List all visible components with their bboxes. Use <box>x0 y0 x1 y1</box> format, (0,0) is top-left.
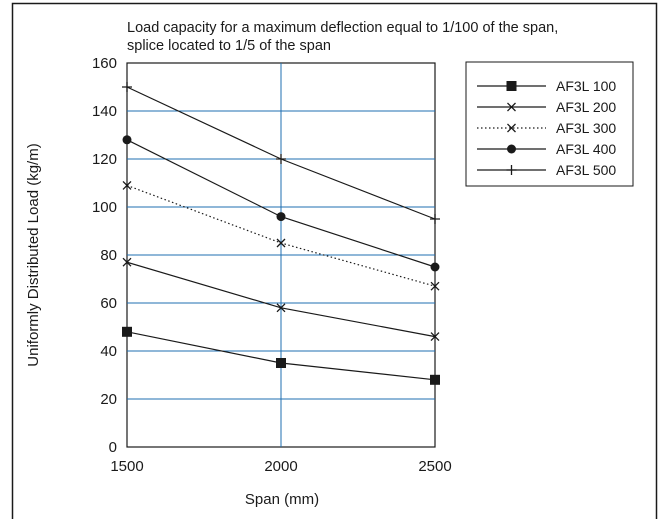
x-marker <box>507 123 516 133</box>
series-af3l-300 <box>122 180 440 291</box>
x-marker <box>276 303 286 313</box>
x-marker <box>507 102 516 112</box>
series-af3l-200 <box>122 257 440 342</box>
legend-label: AF3L 400 <box>556 141 616 157</box>
y-tick-label: 20 <box>100 391 117 408</box>
y-axis-label: Uniformly Distributed Load (kg/m) <box>25 143 42 366</box>
y-tick-label: 160 <box>92 55 117 72</box>
y-tick-label: 140 <box>92 103 117 120</box>
legend-item: AF3L 100 <box>477 78 616 94</box>
chart-title: Load capacity for a maximum deflection e… <box>127 20 558 36</box>
y-tick-label: 120 <box>92 151 117 168</box>
legend-label: AF3L 500 <box>556 162 616 178</box>
x-tick-label: 2000 <box>264 458 297 475</box>
y-tick-label: 80 <box>100 247 117 264</box>
circle-marker <box>430 262 440 272</box>
x-tick-label: 2500 <box>418 458 451 475</box>
series-layer <box>122 82 440 385</box>
x-marker <box>122 257 132 267</box>
x-tick-label: 1500 <box>110 458 143 475</box>
plus-marker <box>276 154 286 164</box>
legend-item: AF3L 300 <box>477 120 616 136</box>
y-axis-ticks: 0 20 40 60 80 100 120 140 160 <box>92 55 117 456</box>
plus-marker <box>506 165 517 175</box>
x-marker <box>276 238 286 248</box>
circle-marker <box>122 135 132 145</box>
square-marker <box>122 326 132 337</box>
series-af3l-400 <box>122 135 440 272</box>
plus-marker <box>430 214 440 224</box>
y-tick-label: 40 <box>100 343 117 360</box>
series-af3l-100 <box>122 326 440 385</box>
x-marker <box>122 180 132 190</box>
plus-marker <box>122 82 132 92</box>
legend: AF3L 100 AF3L 200 AF3L 300 AF3L 400 AF3L 500 <box>465 61 634 187</box>
x-marker <box>430 281 440 291</box>
x-axis-ticks: 1500 2000 2500 <box>110 458 451 475</box>
y-tick-label: 100 <box>92 199 117 216</box>
legend-box <box>465 61 634 187</box>
square-marker <box>430 374 440 385</box>
square-marker <box>276 358 286 368</box>
y-tick-label: 0 <box>109 439 117 456</box>
chart-subtitle: splice located to 1/5 of the span <box>127 38 331 54</box>
legend-item: AF3L 500 <box>477 162 616 178</box>
legend-label: AF3L 300 <box>556 120 616 136</box>
y-tick-label: 60 <box>100 295 117 312</box>
legend-label: AF3L 200 <box>556 99 616 115</box>
legend-item: AF3L 200 <box>477 99 616 115</box>
circle-marker <box>507 144 516 154</box>
legend-item: AF3L 400 <box>477 141 616 157</box>
x-marker <box>430 332 440 342</box>
square-marker <box>506 81 517 91</box>
circle-marker <box>276 212 286 222</box>
legend-label: AF3L 100 <box>556 78 616 94</box>
x-axis-label: Span (mm) <box>245 491 319 508</box>
series-af3l-500 <box>122 82 440 224</box>
